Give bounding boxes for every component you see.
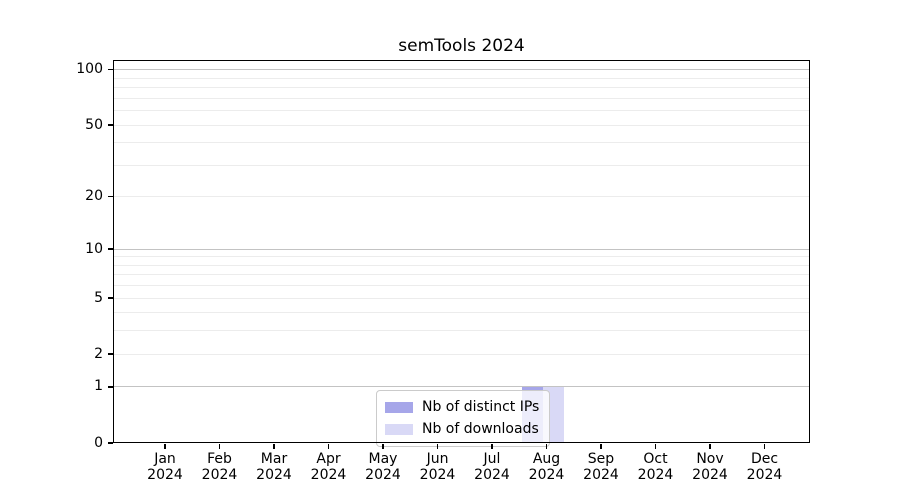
x-tick-label-dec: Dec 2024 bbox=[733, 451, 797, 483]
x-tick-label-month: Oct bbox=[643, 451, 668, 467]
gridline-minor-4 bbox=[113, 312, 810, 314]
y-tick-label-1: 1 bbox=[94, 378, 103, 395]
x-tick-label-month: Apr bbox=[316, 451, 341, 467]
gridline-minor-60 bbox=[113, 110, 810, 112]
gridline-minor-2 bbox=[113, 353, 810, 355]
x-tick-label-year: 2024 bbox=[419, 467, 456, 483]
x-tick-label-may: May 2024 bbox=[351, 451, 415, 483]
x-tick-label-jun: Jun 2024 bbox=[406, 451, 470, 483]
gridline-minor-6 bbox=[113, 285, 810, 287]
gridline-minor-40 bbox=[113, 142, 810, 144]
x-tick-mark-dec bbox=[763, 444, 766, 449]
gridline-minor-3 bbox=[113, 330, 810, 332]
gridline-minor-50 bbox=[113, 124, 810, 126]
x-tick-mark-oct bbox=[654, 444, 657, 449]
legend-label-nb-of-distinct-ips: Nb of distinct IPs bbox=[422, 399, 540, 415]
gridline-minor-70 bbox=[113, 97, 810, 99]
y-tick-label-2: 2 bbox=[94, 345, 103, 362]
x-tick-label-year: 2024 bbox=[256, 467, 292, 483]
y-tick-mark-0 bbox=[108, 442, 113, 444]
x-tick-label-year: 2024 bbox=[746, 467, 783, 483]
gridline-minor-9 bbox=[113, 256, 810, 258]
x-tick-label-month: Jan bbox=[154, 451, 176, 467]
x-tick-mark-jan bbox=[164, 444, 166, 449]
x-tick-mark-sep bbox=[600, 444, 602, 449]
legend-swatch-nb-of-downloads bbox=[385, 423, 413, 435]
x-tick-label-month: Feb bbox=[207, 451, 232, 467]
y-tick-label-20: 20 bbox=[85, 188, 103, 205]
x-tick-label-oct: Oct 2024 bbox=[624, 451, 688, 483]
x-tick-label-sep: Sep 2024 bbox=[569, 451, 633, 483]
x-tick-label-month: May bbox=[368, 451, 398, 467]
gridline-minor-8 bbox=[113, 264, 810, 266]
legend-label-nb-of-downloads: Nb of downloads bbox=[422, 421, 539, 437]
y-tick-mark-5 bbox=[108, 297, 113, 299]
gridline-minor-7 bbox=[113, 274, 810, 276]
y-tick-mark-1 bbox=[108, 386, 113, 388]
y-tick-mark-20 bbox=[108, 196, 113, 198]
x-tick-label-year: 2024 bbox=[637, 467, 674, 483]
y-tick-mark-10 bbox=[108, 248, 113, 250]
gridline-major-1 bbox=[113, 386, 810, 388]
x-tick-mark-nov bbox=[709, 444, 711, 449]
legend-swatch-nb-of-distinct-ips bbox=[385, 401, 413, 413]
x-tick-mark-mar bbox=[273, 444, 275, 449]
x-tick-label-year: 2024 bbox=[692, 467, 728, 483]
x-tick-label-year: 2024 bbox=[528, 467, 565, 483]
chart-title: semTools 2024 bbox=[398, 36, 525, 56]
y-tick-mark-50 bbox=[108, 124, 113, 126]
x-tick-label-mar: Mar 2024 bbox=[242, 451, 306, 483]
y-tick-label-100: 100 bbox=[76, 61, 103, 78]
x-tick-mark-aug bbox=[545, 444, 548, 449]
legend: Nb of distinct IPs Nb of downloads bbox=[376, 390, 551, 447]
x-tick-label-year: 2024 bbox=[201, 467, 238, 483]
y-tick-mark-100 bbox=[108, 69, 113, 71]
x-tick-label-nov: Nov 2024 bbox=[678, 451, 742, 483]
x-tick-mark-may bbox=[382, 444, 384, 449]
x-tick-label-jan: Jan 2024 bbox=[133, 451, 197, 483]
gridline-major-100 bbox=[113, 69, 810, 71]
x-tick-label-year: 2024 bbox=[583, 467, 619, 483]
gridline-minor-5 bbox=[113, 297, 810, 299]
gridline-major-10 bbox=[113, 248, 810, 250]
y-tick-label-10: 10 bbox=[85, 240, 103, 257]
x-tick-mark-apr bbox=[327, 444, 330, 449]
x-tick-label-year: 2024 bbox=[147, 467, 183, 483]
x-tick-label-jul: Jul 2024 bbox=[460, 451, 524, 483]
x-tick-mark-jul bbox=[491, 444, 493, 449]
y-tick-label-0: 0 bbox=[94, 434, 103, 451]
x-tick-label-apr: Apr 2024 bbox=[297, 451, 361, 483]
plot-area: Nb of distinct IPs Nb of downloads bbox=[113, 60, 810, 447]
y-axis: 0 1 2 5 10 20 50 100 bbox=[0, 60, 113, 451]
x-tick-label-month: Jun bbox=[426, 451, 449, 467]
x-tick-mark-feb bbox=[218, 444, 221, 449]
x-axis: Jan 2024 Feb 2024 Mar 2024 Apr 2024 May 2024 Jun 20… bbox=[113, 443, 810, 500]
gridline-minor-20 bbox=[113, 196, 810, 198]
x-tick-label-feb: Feb 2024 bbox=[188, 451, 252, 483]
x-tick-label-year: 2024 bbox=[310, 467, 347, 483]
y-tick-mark-2 bbox=[108, 353, 113, 355]
x-tick-label-year: 2024 bbox=[365, 467, 401, 483]
x-tick-label-aug: Aug 2024 bbox=[515, 451, 579, 483]
x-tick-label-month: Jul bbox=[483, 451, 501, 467]
x-tick-mark-jun bbox=[436, 444, 439, 449]
legend-row-nb-of-distinct-ips: Nb of distinct IPs bbox=[385, 396, 539, 418]
y-tick-label-5: 5 bbox=[94, 289, 103, 306]
x-tick-label-year: 2024 bbox=[474, 467, 510, 483]
x-tick-label-month: Mar bbox=[260, 451, 288, 467]
gridline-minor-90 bbox=[113, 77, 810, 79]
legend-row-nb-of-downloads: Nb of downloads bbox=[385, 418, 539, 440]
x-tick-label-month: Dec bbox=[750, 451, 779, 467]
gridline-minor-30 bbox=[113, 164, 810, 166]
gridline-minor-80 bbox=[113, 87, 810, 89]
x-tick-label-month: Sep bbox=[587, 451, 615, 467]
x-tick-label-month: Nov bbox=[696, 451, 724, 467]
y-tick-label-50: 50 bbox=[85, 116, 103, 133]
x-tick-label-month: Aug bbox=[532, 451, 561, 467]
